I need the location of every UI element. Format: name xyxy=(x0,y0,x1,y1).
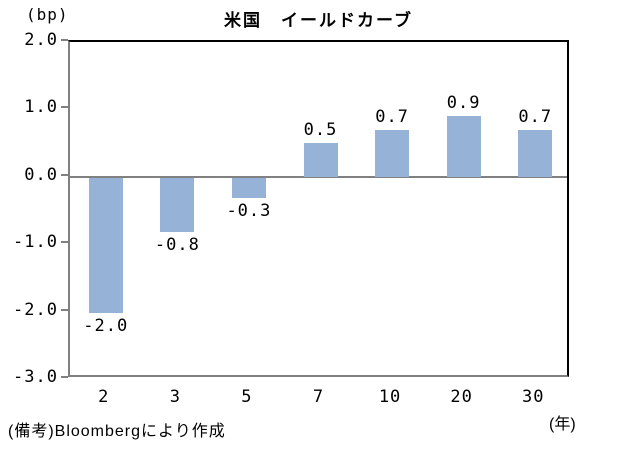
y-tick-mark xyxy=(61,241,68,244)
bar xyxy=(160,177,195,232)
x-tick-label: 3 xyxy=(169,387,181,407)
y-tick-label: 0.0 xyxy=(24,164,58,185)
bar xyxy=(303,143,338,177)
x-tick-label: 5 xyxy=(241,387,253,407)
bar xyxy=(375,129,410,177)
y-axis-unit-label: (bp) xyxy=(26,5,69,24)
x-tick-label: 2 xyxy=(98,387,110,407)
bar-value-label: 0.5 xyxy=(303,120,338,141)
bar xyxy=(88,177,123,313)
y-tick-mark xyxy=(61,39,68,41)
bar xyxy=(231,177,266,199)
y-tick-mark xyxy=(61,308,68,311)
x-tick-label: 7 xyxy=(312,387,325,407)
bar-value-label: -2.0 xyxy=(83,315,129,336)
bar-value-label: 0.7 xyxy=(518,106,553,127)
x-tick-label: 10 xyxy=(378,387,402,407)
bar-value-label: -0.3 xyxy=(226,201,272,222)
x-tick-label: 20 xyxy=(450,387,473,407)
bar-value-label: -0.8 xyxy=(154,234,200,255)
x-axis-unit-label: (年) xyxy=(549,416,576,433)
bar-value-label: 0.7 xyxy=(375,106,409,127)
y-tick-label: -2.0 xyxy=(13,299,58,320)
y-tick-label: -3.0 xyxy=(13,367,58,387)
bar xyxy=(446,116,481,177)
y-tick-label: 1.0 xyxy=(24,97,58,118)
y-tick-mark xyxy=(61,173,68,176)
bar xyxy=(518,129,553,177)
plot-area: -2.0 -0.8 -0.3 0.5 0.7 0.9 0.7 xyxy=(68,40,569,377)
bar-value-label: 0.9 xyxy=(446,93,481,114)
zero-gridline xyxy=(70,175,567,178)
chart-title: 米国 イールドカーブ xyxy=(224,11,413,30)
y-tick-label: 2.0 xyxy=(24,30,58,50)
y-tick-mark xyxy=(61,106,68,109)
y-tick-mark xyxy=(61,376,68,378)
source-note: (備考)Bloombergにより作成 xyxy=(8,423,226,440)
x-tick-label: 30 xyxy=(521,387,545,407)
y-tick-label: -1.0 xyxy=(13,232,58,253)
